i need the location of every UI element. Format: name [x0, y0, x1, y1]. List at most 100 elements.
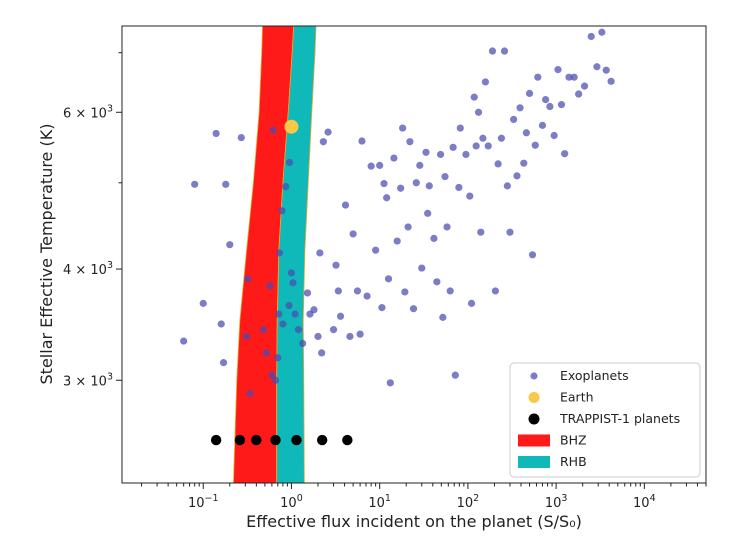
- exoplanet-point: [316, 249, 324, 257]
- legend-marker: [530, 372, 538, 380]
- exoplanet-point: [425, 182, 433, 190]
- exoplanet-point: [397, 184, 405, 192]
- exoplanet-point: [522, 129, 530, 137]
- trappist-point: [291, 434, 302, 446]
- exoplanet-point: [598, 28, 606, 36]
- exoplanet-point: [446, 287, 454, 295]
- exoplanet-point: [180, 337, 188, 345]
- exoplanet-point: [534, 73, 542, 81]
- exoplanet-point: [550, 131, 558, 140]
- exoplanet-point: [412, 179, 420, 187]
- exoplanet-point: [506, 228, 514, 236]
- exoplanet-point: [474, 108, 483, 116]
- legend-label: RHB: [560, 454, 587, 469]
- trappist-point: [251, 434, 262, 446]
- exoplanet-point: [287, 269, 296, 277]
- exoplanet-point: [291, 310, 299, 318]
- exoplanet-point: [219, 359, 228, 367]
- trappist-point: [342, 434, 353, 446]
- exoplanet-point: [538, 121, 547, 129]
- x-tick-label: 10−1: [188, 493, 219, 511]
- exoplanet-point: [409, 305, 418, 313]
- exoplanet-point: [285, 301, 293, 310]
- exoplanet-point: [580, 82, 589, 90]
- legend-patch: [518, 434, 550, 447]
- exoplanet-point: [356, 330, 364, 338]
- exoplanet-point: [455, 183, 463, 192]
- exoplanet-point: [282, 183, 290, 191]
- exoplanet-point: [275, 310, 283, 318]
- exoplanet-point: [466, 192, 474, 200]
- legend-label: Earth: [560, 390, 594, 405]
- exoplanet-point: [332, 261, 340, 269]
- exoplanet-point: [479, 134, 487, 142]
- exoplanet-point: [244, 275, 252, 283]
- exoplanet-point: [484, 142, 492, 150]
- exoplanet-point: [561, 150, 569, 158]
- exoplanet-point: [358, 137, 366, 145]
- exoplanet-point: [513, 172, 521, 180]
- scatter-points: [180, 10, 646, 446]
- exoplanet-point: [191, 180, 199, 188]
- exoplanet-point: [520, 159, 528, 167]
- y-axis-label: Stellar Effective Temperature (K): [37, 124, 56, 385]
- exoplanet-point: [259, 326, 267, 334]
- y-tick-label: 6 × 103: [63, 103, 113, 121]
- exoplanet-point: [310, 306, 318, 314]
- exoplanet-point: [439, 313, 447, 321]
- exoplanet-point: [462, 150, 470, 159]
- exoplanet-point: [441, 173, 449, 181]
- exoplanet-point: [587, 32, 595, 41]
- exoplanet-point: [546, 102, 554, 111]
- y-tick-label: 3 × 103: [63, 371, 113, 389]
- exoplanet-point: [639, 10, 646, 17]
- exoplanet-point: [329, 326, 338, 334]
- exoplanet-point: [246, 389, 254, 397]
- exoplanet-point: [383, 194, 391, 202]
- exoplanet-point: [399, 124, 407, 132]
- exoplanet-point: [237, 133, 245, 142]
- exoplanet-point: [363, 292, 371, 300]
- exoplanet-point: [416, 161, 424, 169]
- legend-box: [509, 362, 701, 478]
- exoplanet-point: [401, 288, 409, 296]
- y-tick-label: 4 × 103: [63, 260, 113, 278]
- exoplanet-point: [451, 371, 459, 379]
- trappist-point: [210, 434, 222, 446]
- exoplanet-point: [271, 376, 280, 384]
- exoplanet-point: [269, 126, 277, 134]
- legend-patch: [518, 456, 550, 468]
- exoplanet-point: [336, 312, 345, 320]
- x-axis-label: Effective flux incident on the planet (S…: [246, 512, 582, 531]
- legend: Exoplanets Earth TRAPPIST-1 planets BHZ RHB: [509, 362, 701, 478]
- exoplanet-point: [226, 241, 234, 249]
- exoplanet-point: [294, 326, 303, 334]
- exoplanet-point: [275, 249, 283, 257]
- exoplanet-point: [510, 115, 518, 124]
- legend-marker: [528, 413, 540, 425]
- legend-label: TRAPPIST-1 planets: [559, 411, 680, 426]
- exoplanet-point: [384, 275, 393, 283]
- exoplanet-point: [268, 371, 276, 379]
- exoplanet-point: [319, 138, 327, 146]
- exoplanet-point: [467, 299, 476, 307]
- exoplanet-point: [516, 104, 524, 112]
- x-tick-label: 104: [633, 493, 656, 511]
- x-tick-label: 101: [368, 493, 391, 511]
- exoplanet-point: [404, 223, 412, 231]
- exoplanet-point: [217, 320, 225, 328]
- exoplanet-point: [303, 289, 312, 297]
- exoplanet-point: [477, 228, 485, 236]
- y-axis-ticks: 3 × 103 4 × 103 6 × 103: [63, 52, 122, 389]
- exoplanet-point: [570, 73, 578, 81]
- exoplanet-point: [456, 124, 464, 132]
- exoplanet-point: [531, 141, 539, 149]
- exoplanet-point: [367, 162, 375, 170]
- exoplanet-point: [430, 234, 438, 242]
- exoplanet-point: [554, 66, 562, 74]
- exoplanet-point: [418, 264, 426, 272]
- exoplanet-point: [346, 332, 354, 341]
- exoplanet-point: [353, 287, 362, 295]
- x-tick-label: 103: [545, 493, 568, 511]
